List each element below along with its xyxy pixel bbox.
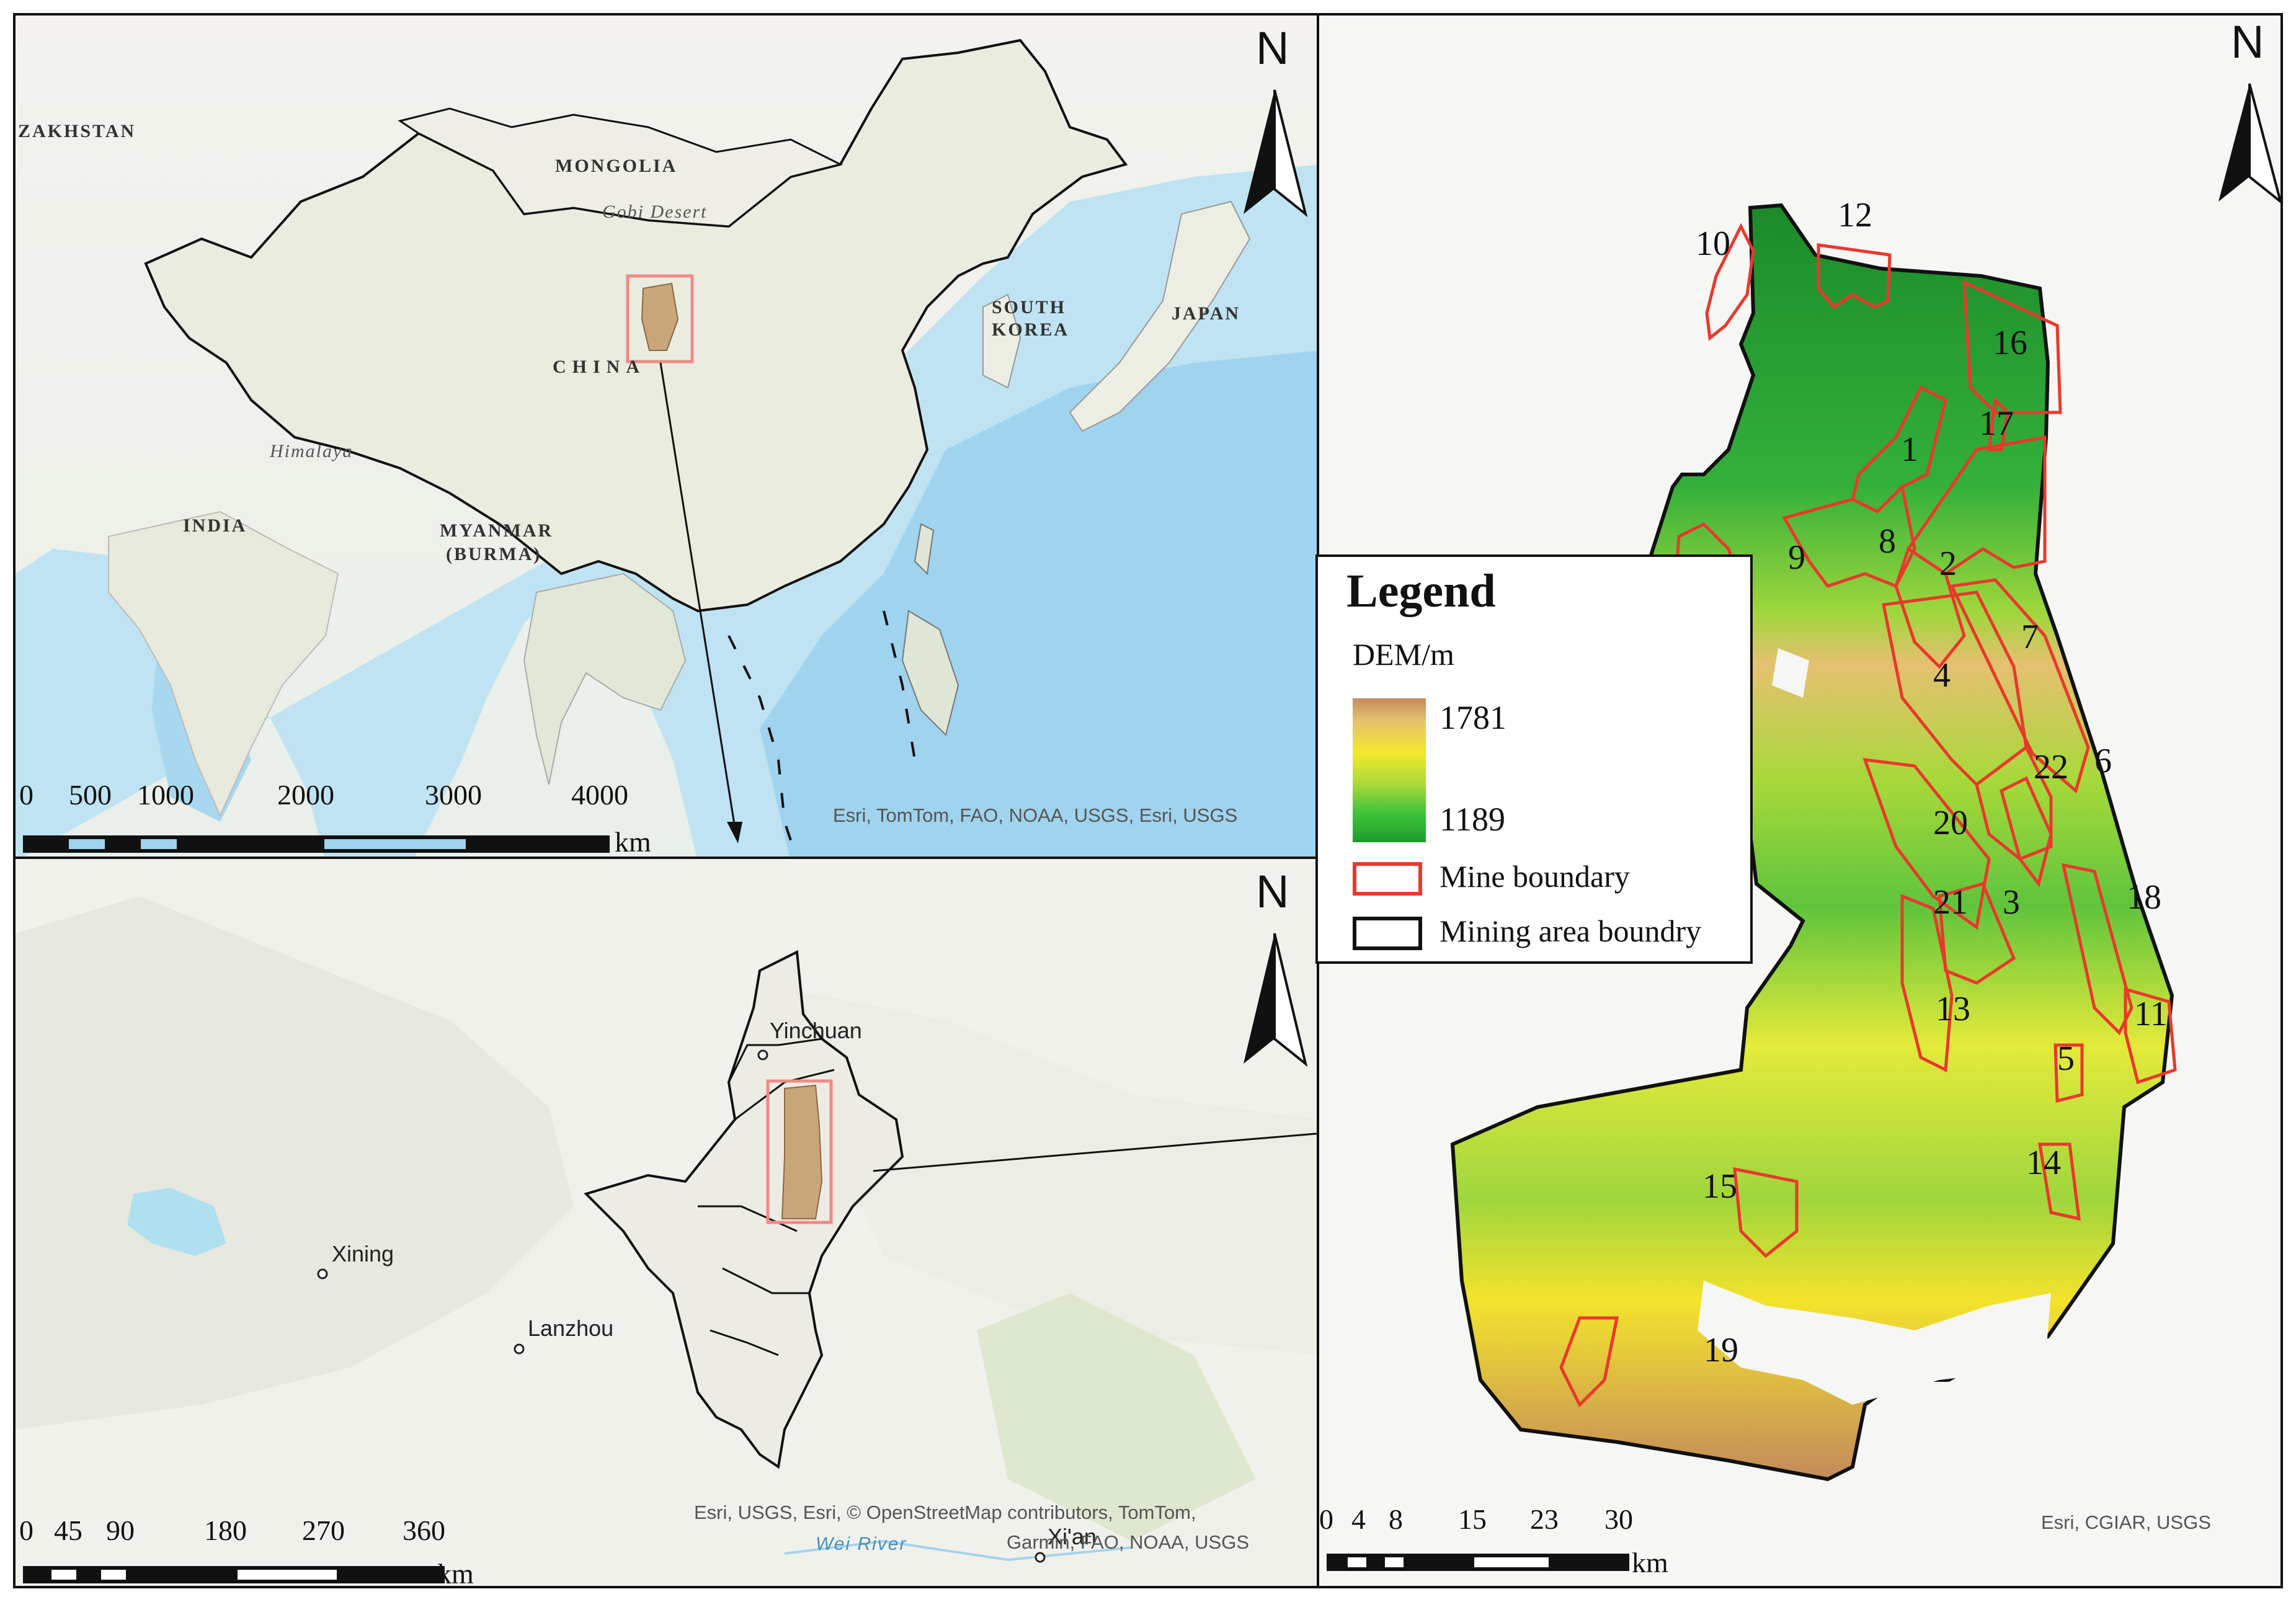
mining-area-boundary-swatch <box>1353 917 1422 950</box>
country-label-china: CHINA <box>553 357 646 377</box>
mine-label-4: 4 <box>1933 656 1951 695</box>
lake <box>127 1188 226 1256</box>
mine-label-20: 20 <box>1933 804 1968 842</box>
scale-tick: 1000 <box>137 779 194 811</box>
scale-unit: km <box>1632 1547 1668 1578</box>
mine-boundary-label: Mine boundary <box>1439 859 1630 894</box>
scale-tick: 270 <box>302 1515 345 1546</box>
scale-tick: 0 <box>19 1515 33 1546</box>
north-label: N <box>1256 22 1289 74</box>
country-label-myanmar: MYANMAR <box>440 520 554 541</box>
scale-tick: 500 <box>69 779 112 811</box>
city-label-lanzhou: Lanzhou <box>528 1315 614 1341</box>
asia-overview-map: ZAKHSTAN MONGOLIA CHINA SOUTH KOREA JAPA… <box>13 13 1319 859</box>
scale-tick: 4 <box>1351 1503 1366 1535</box>
country-label-kazakhstan: ZAKHSTAN <box>18 121 136 141</box>
city-label-xining: Xining <box>332 1241 394 1266</box>
mine-label-18: 18 <box>2127 878 2161 917</box>
legend: Legend DEM/m 1781 1189 Mine boundary Min… <box>1315 554 1753 964</box>
mine-boundary-swatch <box>1353 862 1422 896</box>
scale-tick: 3000 <box>425 779 482 811</box>
scale-tick: 30 <box>1604 1503 1633 1535</box>
scale-tick: 45 <box>54 1515 82 1546</box>
map-credit-line1: Esri, USGS, Esri, © OpenStreetMap contri… <box>694 1502 1196 1523</box>
scale-tick: 90 <box>106 1515 135 1546</box>
scale-bar <box>1327 1554 1629 1571</box>
feature-label-himalaya: Himalaya <box>270 441 354 461</box>
mine-label-11: 11 <box>2134 995 2168 1033</box>
mine-label-8: 8 <box>1879 522 1896 561</box>
dem-mining-map: N 1 2 3 4 5 6 7 8 9 10 11 12 13 14 15 16… <box>1317 13 2283 1588</box>
mine-label-22: 22 <box>2034 748 2068 786</box>
city-label-yinchuan: Yinchuan <box>770 1018 862 1043</box>
dem-map-area <box>1450 83 2280 1482</box>
legend-title: Legend <box>1346 565 1496 617</box>
scale-tick: 0 <box>19 779 33 811</box>
scale-tick: 4000 <box>571 779 628 811</box>
scale-unit: km <box>615 826 651 858</box>
region-map: Yinchuan Xining Lanzhou Xi'an Wei River … <box>13 857 1319 1588</box>
mine-label-3: 3 <box>2003 883 2020 922</box>
scale-tick: 360 <box>403 1515 445 1546</box>
map-credit: Esri, TomTom, FAO, NOAA, USGS, Esri, USG… <box>833 804 1238 826</box>
mine-label-13: 13 <box>1936 990 1970 1028</box>
scale-tick: 180 <box>204 1515 247 1546</box>
mine-label-2: 2 <box>1939 545 1957 583</box>
country-label-mongolia: MONGOLIA <box>555 156 678 176</box>
north-label: N <box>1256 866 1289 917</box>
river-label: Wei River <box>816 1534 907 1554</box>
feature-label-gobi: Gobi Desert <box>602 202 708 222</box>
mine-label-16: 16 <box>1993 324 2027 362</box>
country-label-korea: KOREA <box>992 319 1070 340</box>
country-label-india: INDIA <box>183 515 247 536</box>
mine-label-12: 12 <box>1838 196 1872 234</box>
scale-tick: 15 <box>1458 1503 1487 1535</box>
study-region-highlight <box>626 274 694 363</box>
study-region-highlight <box>766 1079 833 1224</box>
map-credit: Esri, CGIAR, USGS <box>2041 1511 2211 1533</box>
mine-label-14: 14 <box>2026 1144 2061 1182</box>
scale-bar <box>23 835 610 853</box>
country-label-japan: JAPAN <box>1172 303 1241 324</box>
mine-label-9: 9 <box>1788 538 1805 577</box>
mining-area-boundary-label: Mining area boundry <box>1439 914 1702 948</box>
mine-label-5: 5 <box>2057 1039 2075 1078</box>
scale-unit: km <box>437 1558 474 1588</box>
dem-min-value: 1189 <box>1439 801 1505 838</box>
dem-max-value: 1781 <box>1439 699 1506 736</box>
map-credit-line2: Garmin, FAO, NOAA, USGS <box>1007 1531 1250 1553</box>
country-label-south: SOUTH <box>992 297 1067 318</box>
mine-label-19: 19 <box>1704 1331 1738 1369</box>
mine-label-17: 17 <box>1979 404 2014 443</box>
scale-tick: 2000 <box>277 779 334 811</box>
north-label: N <box>2231 16 2264 68</box>
city-label-xian: Xi'an <box>1048 1524 1097 1549</box>
mine-label-15: 15 <box>1702 1167 1737 1206</box>
scale-bar <box>23 1566 445 1583</box>
dem-color-ramp <box>1353 698 1426 842</box>
scale-tick: 23 <box>1530 1503 1559 1535</box>
region-basemap <box>16 896 1317 1563</box>
mine-label-21: 21 <box>1933 883 1968 922</box>
mine-label-1: 1 <box>1901 430 1918 469</box>
scale-tick: 0 <box>1319 1503 1333 1535</box>
asia-basemap <box>16 38 1317 857</box>
mine-label-6: 6 <box>2094 742 2112 780</box>
legend-dem-label: DEM/m <box>1353 637 1454 672</box>
country-label-burma: (BURMA) <box>446 544 542 564</box>
mine-label-10: 10 <box>1696 225 1730 263</box>
scale-tick: 8 <box>1389 1503 1403 1535</box>
mine-label-7: 7 <box>2021 618 2039 656</box>
